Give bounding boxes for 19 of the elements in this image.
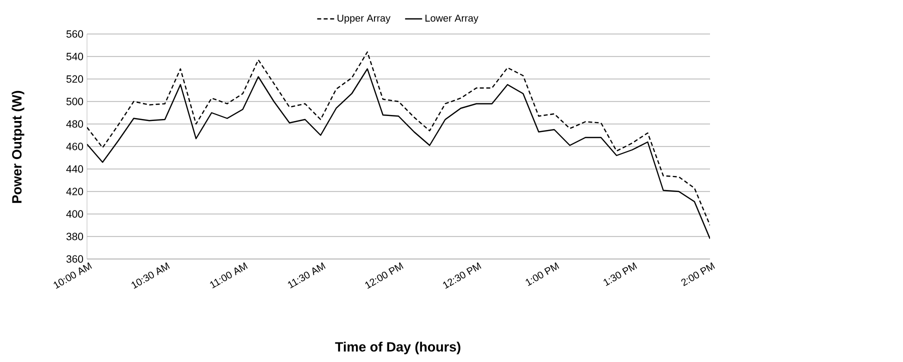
y-tick-label: 380 (66, 232, 84, 240)
x-axis-title: Time of Day (hours) (335, 342, 460, 354)
legend-label: Lower Array (426, 14, 478, 24)
y-tick-label: 500 (66, 98, 84, 106)
y-tick-label: 400 (66, 210, 84, 218)
y-tick-label: 560 (66, 30, 84, 38)
y-tick-label: 440 (66, 165, 84, 173)
y-tick-label: 460 (66, 142, 84, 150)
y-tick-label: 480 (66, 120, 84, 128)
x-tick-label: 2:00 PM (681, 262, 715, 286)
y-tick-label: 520 (66, 75, 84, 83)
x-tick-label: 1:30 PM (604, 262, 638, 286)
y-tick-label: 420 (66, 188, 84, 196)
legend-label: Upper Array (338, 14, 390, 24)
x-tick-label: 1:00 PM (526, 262, 560, 286)
y-axis-title: Power Output (W) (12, 90, 24, 203)
y-tick-label: 360 (66, 255, 84, 263)
y-tick-label: 540 (66, 52, 84, 60)
line-series (87, 68, 710, 240)
